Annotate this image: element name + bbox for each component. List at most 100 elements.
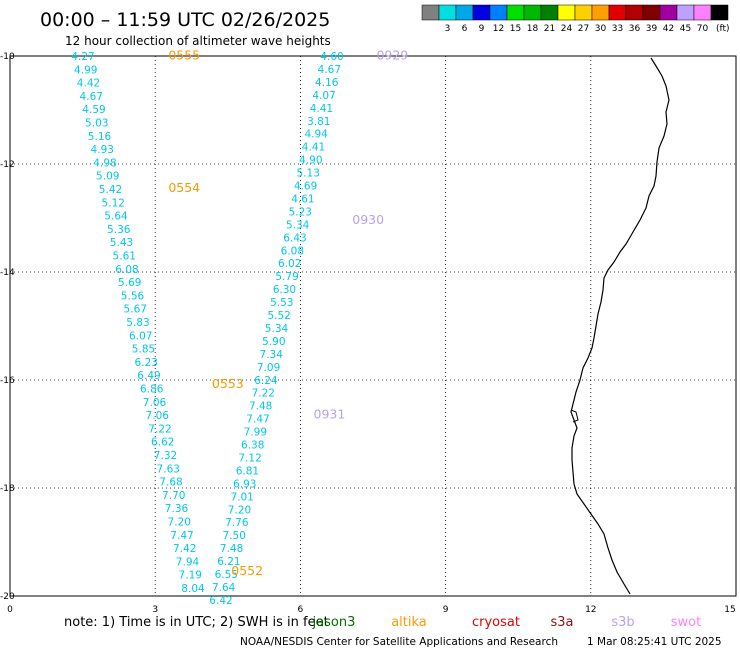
wave-height-value: 7.70 [162, 490, 185, 502]
wave-height-value: 7.01 [230, 491, 253, 503]
wave-height-value: 6.30 [273, 284, 296, 296]
wave-height-value: 7.22 [252, 388, 275, 400]
wave-height-value: 4.98 [93, 157, 116, 169]
y-tick-label: -20 [0, 592, 15, 602]
wave-height-value: 7.12 [238, 452, 261, 464]
wave-height-value: 4.41 [310, 103, 333, 115]
wave-height-value: 7.47 [246, 414, 269, 426]
legend-unit: (ft) [716, 24, 730, 34]
satellite-name-s3a: s3a [550, 615, 573, 630]
wave-height-value: 5.43 [110, 237, 133, 249]
map-title: 00:00 – 11:59 UTC 02/26/2025 [40, 9, 330, 31]
legend-label: 45 [680, 24, 691, 34]
wave-height-value: 5.83 [126, 317, 149, 329]
legend-label: 70 [697, 24, 709, 34]
legend-label: 27 [578, 24, 589, 34]
satellite-name-jason3: jason3 [312, 615, 356, 630]
wave-height-value: 7.94 [176, 556, 200, 568]
pass-time-label: 0929 [376, 48, 408, 63]
wave-height-value: 7.48 [249, 401, 272, 413]
wave-height-value: 4.69 [294, 181, 317, 193]
wave-height-value: 7.99 [244, 427, 267, 439]
wave-height-value: 7.76 [225, 517, 249, 529]
legend-swatch [421, 4, 440, 21]
track-2-wave-heights: 4.604.674.164.074.413.814.944.414.905.13… [209, 51, 343, 607]
wave-height-value: 5.42 [99, 184, 122, 196]
wave-height-value: 5.23 [289, 206, 312, 218]
y-tick-label: -14 [0, 268, 15, 278]
wave-height-value: 5.69 [118, 277, 141, 289]
wave-height-value: 4.61 [291, 193, 314, 205]
wave-height-value: 5.13 [297, 168, 320, 180]
wave-height-value: 5.85 [132, 344, 155, 356]
y-tick-label: -18 [0, 484, 15, 494]
legend-label: 3 [445, 24, 451, 34]
wave-height-value: 5.09 [96, 171, 119, 183]
pass-time-label: 0552 [231, 563, 263, 578]
satellite-name-swot: swot [671, 615, 701, 630]
legend-label: 30 [595, 24, 607, 34]
wave-height-value: 6.08 [115, 264, 138, 276]
wave-height-value: 4.67 [80, 91, 103, 103]
wave-height-value: 6.86 [140, 384, 164, 396]
wave-height-value: 7.19 [179, 570, 202, 582]
wave-height-value: 6.23 [135, 357, 158, 369]
wave-height-value: 3.81 [307, 116, 330, 128]
wave-height-value: 5.79 [275, 271, 298, 283]
wave-height-value: 5.03 [85, 118, 108, 130]
wave-height-value: 5.56 [121, 290, 145, 302]
wave-height-value: 7.32 [154, 450, 177, 462]
legend-swatch [455, 4, 474, 21]
x-tick-label: 6 [298, 605, 304, 615]
footer-timestamp: 1 Mar 08:25:41 UTC 2025 [587, 636, 722, 648]
legend-swatch [608, 4, 627, 21]
legend-label: 36 [629, 24, 641, 34]
satellite-name-cryosat: cryosat [472, 615, 520, 630]
satellite-name-s3b: s3b [611, 615, 634, 630]
wave-height-value: 7.42 [173, 543, 196, 555]
wave-height-value: 5.34 [265, 323, 289, 335]
legend-swatch [489, 4, 508, 21]
wave-height-value: 6.49 [137, 370, 160, 382]
legend-swatch [506, 4, 525, 21]
wave-height-value: 6.93 [233, 478, 256, 490]
x-tick-label: 3 [152, 605, 158, 615]
wave-height-value: 5.12 [102, 197, 125, 209]
satellite-name-altika: altika [391, 615, 427, 630]
wave-height-value: 4.27 [71, 51, 94, 63]
note-text: note: 1) Time is in UTC; 2) SWH is in fe… [64, 615, 329, 630]
wave-height-value: 6.42 [209, 595, 232, 607]
legend-swatch [574, 4, 593, 21]
wave-height-value: 5.61 [113, 251, 136, 263]
pass-time-label: 0931 [314, 407, 346, 422]
wave-height-value: 6.02 [278, 258, 301, 270]
coastline [570, 57, 670, 595]
wave-height-value: 5.16 [88, 131, 112, 143]
wave-height-value: 7.47 [170, 530, 193, 542]
wave-height-value: 7.68 [159, 477, 182, 489]
legend-swatch [438, 4, 457, 21]
wave-height-value: 5.36 [107, 224, 131, 236]
legend-swatch [676, 4, 695, 21]
wave-height-value: 5.90 [262, 336, 285, 348]
wave-height-value: 5.52 [267, 310, 290, 322]
legend-label: 42 [663, 24, 674, 34]
wave-height-value: 7.09 [257, 362, 280, 374]
x-tick-label: 0 [7, 605, 13, 615]
wave-height-value: 7.50 [223, 530, 246, 542]
wave-height-value: 5.64 [104, 211, 128, 223]
wave-height-value: 7.48 [220, 543, 243, 555]
wave-height-value: 7.06 [146, 410, 170, 422]
wave-height-value: 5.34 [286, 219, 310, 231]
wave-height-value: 6.24 [254, 375, 278, 387]
wave-height-value: 4.94 [304, 129, 328, 141]
legend-swatch [693, 4, 712, 21]
wave-height-value: 5.53 [270, 297, 293, 309]
x-tick-label: 15 [724, 605, 735, 615]
legend-swatch [625, 4, 644, 21]
wave-height-value: 7.34 [260, 349, 284, 361]
wave-height-value: 7.20 [168, 517, 191, 529]
wave-height-value: 4.90 [299, 155, 322, 167]
legend-label: 39 [646, 24, 658, 34]
